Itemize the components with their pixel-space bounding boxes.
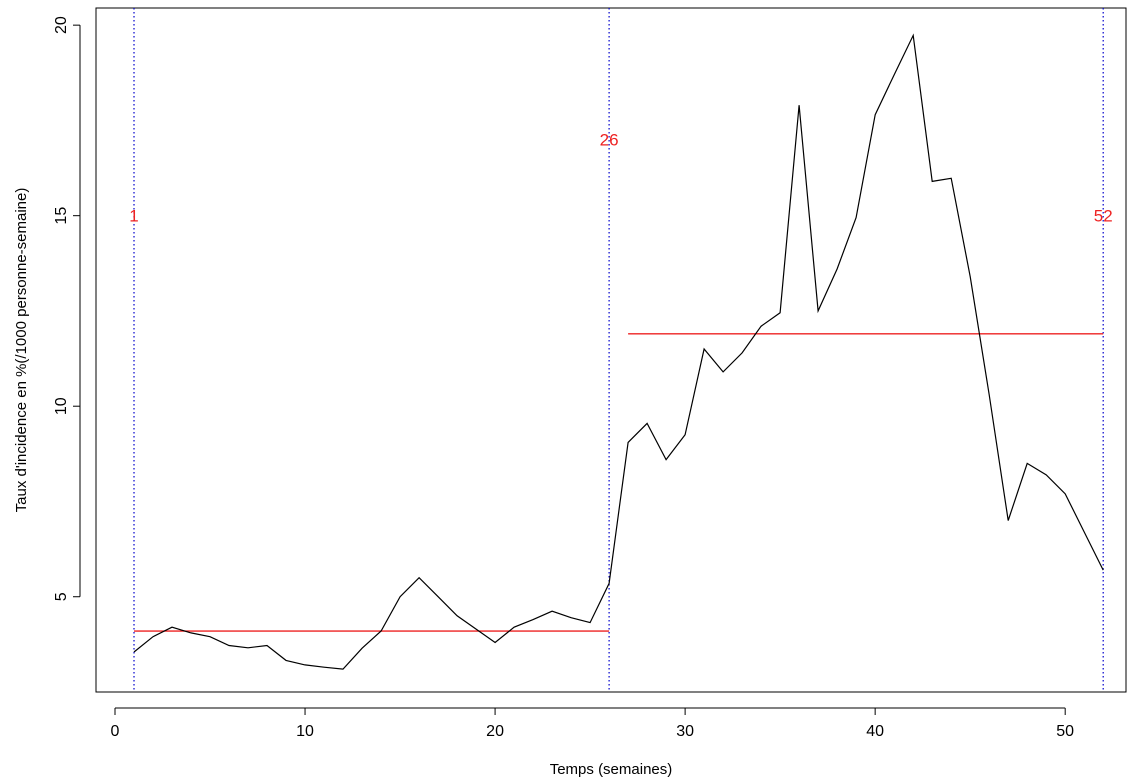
y-tick-label: 20 <box>53 16 70 34</box>
annotation-label: 26 <box>600 130 619 149</box>
series-line <box>133 33 1104 670</box>
plot-frame <box>95 7 1127 693</box>
x-tick-label: 20 <box>486 723 504 740</box>
y-tick-label: 5 <box>53 592 70 601</box>
y-tick-label: 15 <box>53 207 70 225</box>
mean-segments <box>134 333 1104 632</box>
y-tick-label: 10 <box>53 397 70 415</box>
x-tick-label: 30 <box>676 723 694 740</box>
x-axis-label: Temps (semaines) <box>550 761 673 778</box>
x-tick-label: 50 <box>1056 723 1074 740</box>
x-tick-label: 40 <box>866 723 884 740</box>
vertical-markers <box>133 8 1104 692</box>
x-axis: 0 10 20 30 40 50 <box>111 707 1074 740</box>
x-tick-label: 0 <box>111 723 120 740</box>
y-axis-label: Taux d'incidence en %(/1000 personne-sem… <box>13 188 30 513</box>
annotation-label: 1 <box>129 207 138 226</box>
x-tick-label: 10 <box>296 723 314 740</box>
y-axis: 5 10 15 20 <box>53 16 81 601</box>
annotation-label: 52 <box>1094 207 1113 226</box>
annotations: 1 26 52 <box>129 130 1112 225</box>
